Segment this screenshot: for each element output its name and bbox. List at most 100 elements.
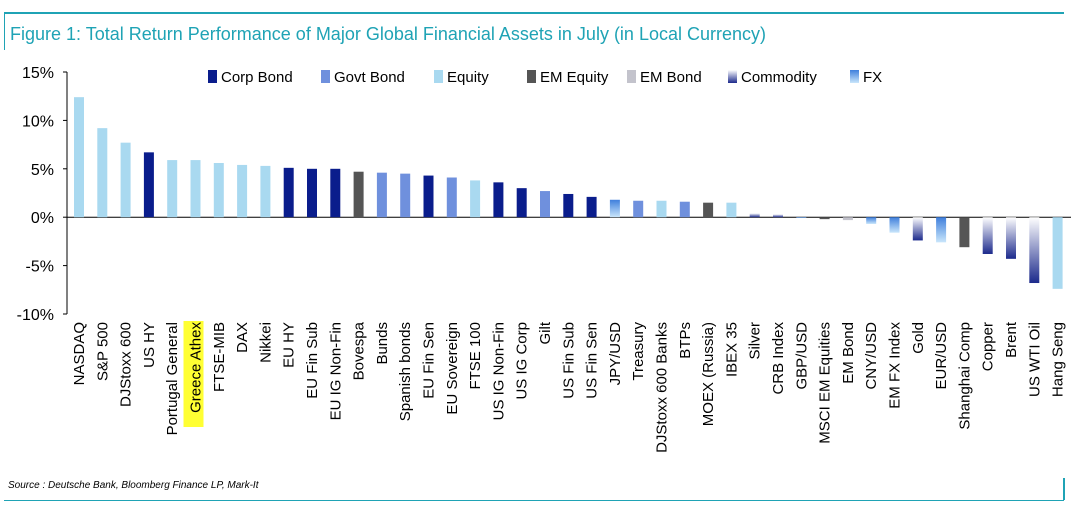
x-tick-label: IBEX 35 (723, 322, 740, 377)
x-tick-label: JPY/USD (607, 322, 624, 386)
legend-swatch (434, 70, 443, 83)
x-tick-label: DJStoxx 600 (118, 322, 135, 407)
bar-msci-em-equities (819, 217, 830, 220)
bar-bunds (376, 172, 387, 218)
bar-dax (237, 164, 248, 218)
x-tick-label: EU Fin Sen (421, 322, 438, 399)
bar-bovespa (353, 171, 364, 218)
x-tick-label: US IG Corp (514, 322, 531, 400)
bar-copper (982, 217, 993, 254)
bar-treasury (633, 200, 644, 218)
legend-item-govt-bond: Govt Bond (321, 69, 405, 86)
bar-greece-athex (190, 160, 201, 218)
x-tick-label: EUR/USD (933, 322, 950, 390)
bar-eu-sovereign (446, 177, 457, 218)
top-rule (4, 12, 1064, 14)
x-tick-label: Shanghai Comp (956, 322, 973, 430)
bar-djstoxx-600-banks (656, 200, 667, 218)
legend-label: FX (863, 69, 882, 86)
bar-eu-ig-non-fin (330, 168, 341, 218)
legend-item-em-equity: EM Equity (527, 69, 609, 86)
bar-ibex-35 (726, 202, 737, 218)
x-tick-label: Bunds (374, 322, 391, 365)
x-tick-label: Spanish bonds (397, 322, 414, 421)
bar-us-hy (143, 152, 154, 218)
x-tick-label: CRB Index (770, 322, 787, 395)
y-tick-label: 10% (22, 113, 54, 130)
x-tick-label: DJStoxx 600 Banks (654, 322, 671, 453)
legend-swatch (850, 70, 859, 83)
x-tick-label: EU Sovereign (444, 322, 461, 415)
legend-item-commodity: Commodity (728, 69, 817, 86)
x-tick-label: Brent (1003, 321, 1020, 358)
x-tick-label: US HY (141, 322, 158, 368)
legend-label: Govt Bond (334, 69, 405, 86)
bar-gilt (540, 191, 550, 218)
bar-eu-hy (283, 167, 294, 218)
x-tick-label: Hang Seng (1050, 322, 1067, 397)
x-tick-label: GBP/USD (793, 322, 810, 390)
x-tick-label: EU HY (281, 322, 298, 368)
x-tick-label: Silver (747, 322, 764, 360)
bar-gbp-usd (796, 217, 807, 218)
bar-jpy-usd (609, 199, 620, 218)
bar-us-ig-corp (516, 188, 527, 218)
x-tick-label: FTSE 100 (467, 322, 484, 390)
bar-spanish-bonds (400, 173, 411, 218)
y-tick-label: 0% (31, 210, 54, 227)
legend-item-corp-bond: Corp Bond (208, 69, 293, 86)
bar-eu-fin-sub (307, 168, 317, 218)
legend-label: Corp Bond (221, 69, 293, 86)
legend-swatch (527, 70, 536, 83)
y-tick-label: 15% (22, 65, 54, 82)
bar-us-fin-sen (586, 196, 597, 218)
x-tick-label: US IG Non-Fin (490, 322, 507, 420)
y-tick-label: 5% (31, 162, 54, 179)
x-tick-label: US Fin Sub (560, 322, 577, 399)
bar-silver (749, 213, 760, 218)
legend-label: Commodity (741, 69, 817, 86)
bar-portugal-general (167, 160, 178, 218)
legend-swatch (321, 70, 330, 83)
chart-legend: Corp Bond Govt Bond Equity EM Equity EM Bond… (208, 69, 882, 86)
y-tick-label: -5% (26, 259, 54, 276)
bar-us-ig-non-fin (493, 182, 504, 218)
x-tick-label: S&P 500 (94, 322, 111, 381)
bar-ftse-mib (213, 162, 224, 218)
bar-eu-fin-sen (423, 175, 434, 218)
x-tick-label: DAX (234, 322, 251, 353)
legend-item-equity: Equity (434, 69, 489, 86)
x-tick-label: EU Fin Sub (304, 322, 321, 399)
highlight-marker (183, 321, 204, 427)
legend-item-em-bond: EM Bond (627, 69, 702, 86)
chart-bars (74, 97, 1063, 289)
bar-us-wti-oil (1029, 217, 1040, 284)
x-tick-label: FTSE-MIB (211, 322, 228, 392)
legend-swatch (208, 70, 217, 83)
bar-us-fin-sub (563, 193, 574, 218)
x-tick-label: BTPs (677, 322, 694, 359)
source-note: Source : Deutsche Bank, Bloomberg Financ… (8, 480, 259, 491)
bar-nasdaq (74, 97, 84, 218)
x-tick-label: Copper (980, 322, 997, 371)
legend-label: EM Bond (640, 69, 702, 86)
bar-em-fx-index (889, 217, 900, 233)
x-tick-label: Gilt (537, 321, 554, 344)
x-tick-label: US Fin Sen (584, 322, 601, 399)
x-tick-label: Nikkei (257, 322, 274, 363)
bar-brent (1006, 217, 1016, 259)
x-tick-label: EU IG Non-Fin (327, 322, 344, 420)
bar-nikkei (260, 165, 271, 218)
title-left-rule (4, 12, 5, 50)
x-tick-label: NASDAQ (71, 322, 88, 385)
bar-btps (679, 201, 690, 218)
bar-em-bond (842, 217, 853, 221)
bar-shanghai-comp (959, 217, 970, 248)
bar-moex-russia (703, 202, 714, 218)
bar-s-p-500 (97, 128, 108, 218)
x-tick-labels: NASDAQ S&P 500 DJStoxx 600 US HY Portugal Ge… (71, 321, 1067, 453)
x-tick-label: MOEX (Russia) (700, 322, 717, 426)
legend-label: EM Equity (540, 69, 609, 86)
x-tick-label: Bovespa (351, 321, 368, 380)
